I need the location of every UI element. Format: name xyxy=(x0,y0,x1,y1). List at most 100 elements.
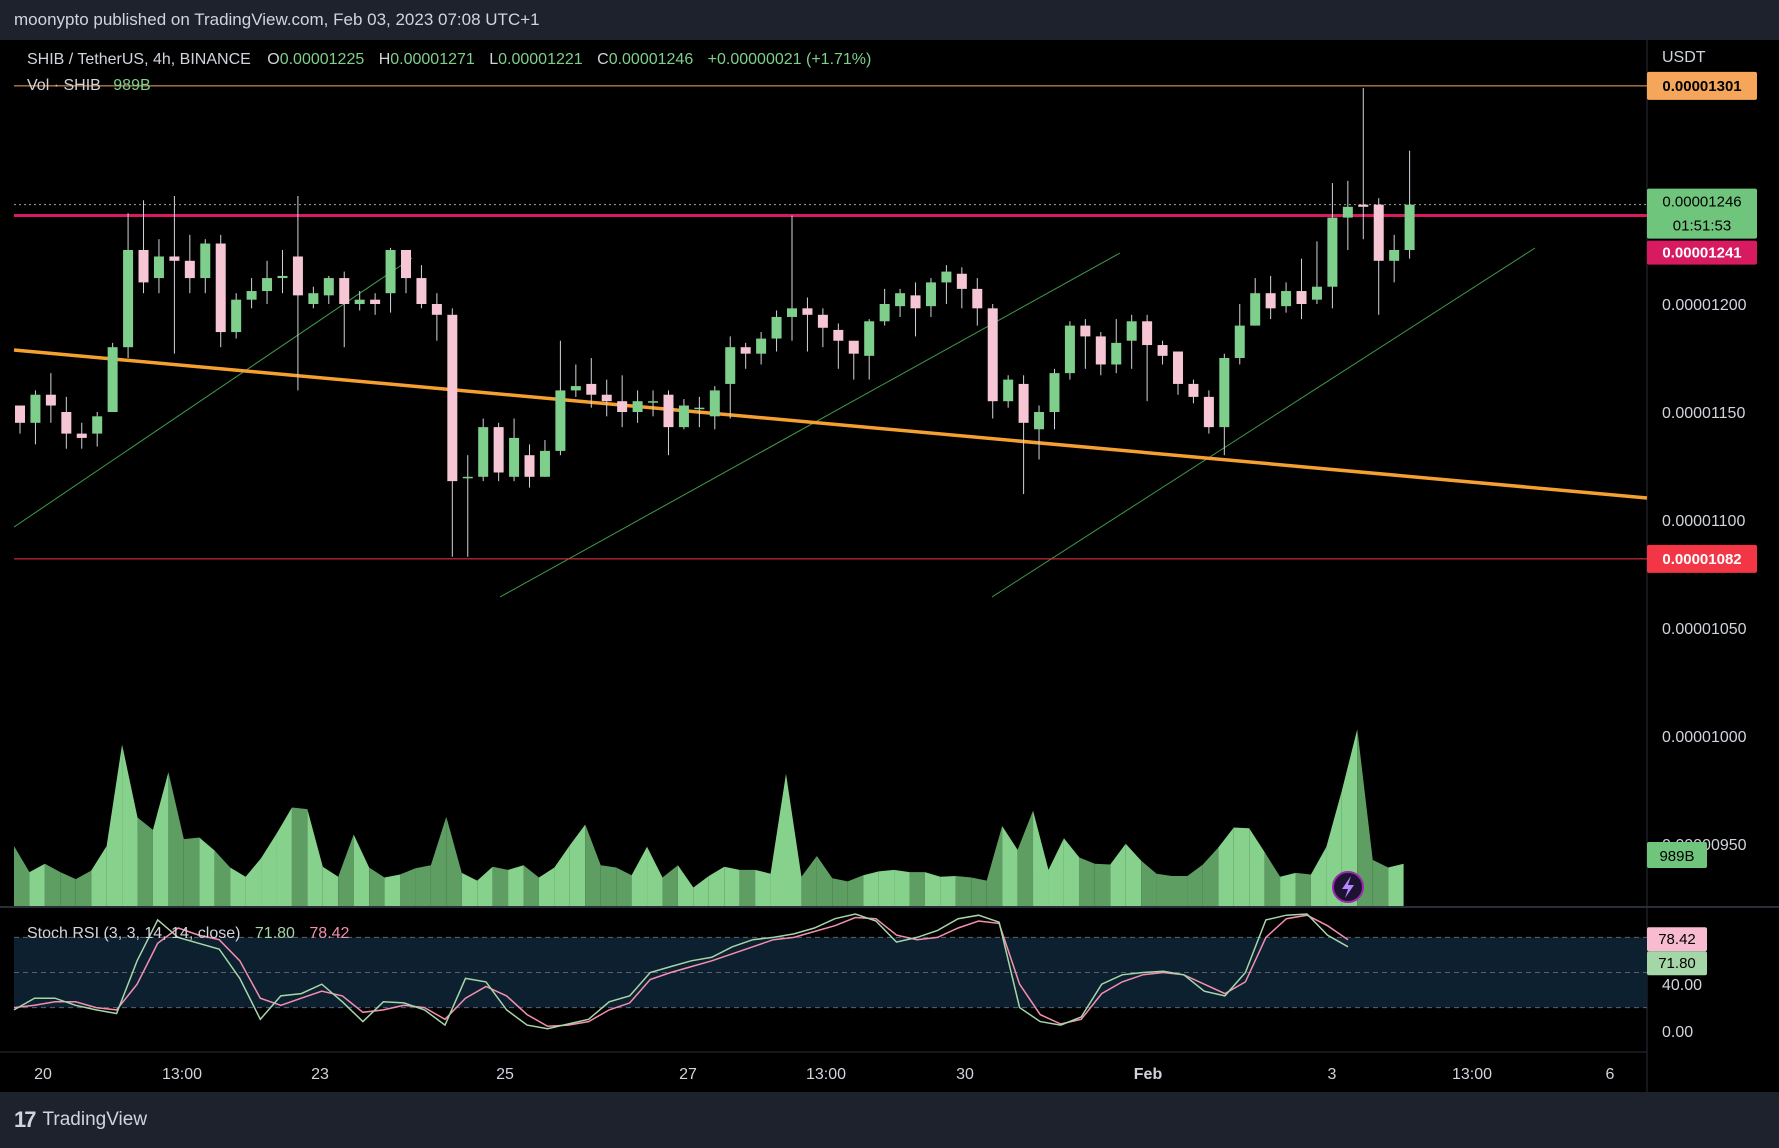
candle[interactable] xyxy=(725,336,736,419)
candle[interactable] xyxy=(1064,321,1075,380)
candle[interactable] xyxy=(1003,375,1014,408)
candle[interactable] xyxy=(231,293,242,339)
candle[interactable] xyxy=(1188,379,1199,404)
candle[interactable] xyxy=(586,358,597,408)
candle[interactable] xyxy=(1404,150,1415,259)
candle[interactable] xyxy=(1157,340,1168,365)
candle[interactable] xyxy=(107,342,118,412)
candle[interactable] xyxy=(1296,258,1307,320)
candle[interactable] xyxy=(61,396,72,449)
candle[interactable] xyxy=(509,418,520,482)
candle[interactable] xyxy=(987,304,998,419)
candle[interactable] xyxy=(215,234,226,348)
candle[interactable] xyxy=(1080,319,1091,369)
candle[interactable] xyxy=(1358,88,1369,240)
descending-trendline[interactable] xyxy=(13,348,1648,500)
candle[interactable] xyxy=(740,342,751,369)
candle[interactable] xyxy=(1342,180,1353,250)
candle[interactable] xyxy=(864,319,875,380)
candle[interactable] xyxy=(787,215,797,341)
volume-segment xyxy=(369,867,385,906)
candle[interactable] xyxy=(756,332,767,365)
candle[interactable] xyxy=(848,340,859,380)
candle[interactable] xyxy=(771,310,782,352)
candle[interactable] xyxy=(323,275,334,304)
chart-canvas[interactable]: SHIB / TetherUS, 4h, BINANCE O0.00001225… xyxy=(0,40,1779,1092)
candle[interactable] xyxy=(1034,405,1045,460)
candle[interactable] xyxy=(694,396,705,428)
candle[interactable] xyxy=(802,297,813,352)
candle[interactable] xyxy=(663,390,674,456)
candle[interactable] xyxy=(709,386,720,430)
candle[interactable] xyxy=(1018,375,1029,495)
candle[interactable] xyxy=(833,323,844,369)
candle[interactable] xyxy=(370,293,381,315)
candle[interactable] xyxy=(1389,234,1400,283)
candle[interactable] xyxy=(1095,332,1106,376)
candle[interactable] xyxy=(292,196,303,391)
candle[interactable] xyxy=(910,282,921,337)
candle[interactable] xyxy=(493,422,504,482)
candle[interactable] xyxy=(941,265,952,304)
candle[interactable] xyxy=(617,375,628,428)
candle[interactable] xyxy=(200,239,211,294)
candle[interactable] xyxy=(447,308,458,557)
candle[interactable] xyxy=(1219,353,1230,456)
candle[interactable] xyxy=(277,250,288,294)
candle[interactable] xyxy=(601,379,612,417)
candle[interactable] xyxy=(354,291,365,311)
candle[interactable] xyxy=(262,260,273,304)
candle[interactable] xyxy=(972,278,983,326)
candle[interactable] xyxy=(308,286,319,309)
candle[interactable] xyxy=(570,364,581,397)
candle[interactable] xyxy=(879,288,890,326)
candle[interactable] xyxy=(462,455,473,557)
candle[interactable] xyxy=(678,399,689,430)
candle[interactable] xyxy=(1311,241,1322,304)
candle[interactable] xyxy=(92,412,103,447)
candle[interactable] xyxy=(431,293,442,341)
candle[interactable] xyxy=(1250,278,1261,326)
candle[interactable] xyxy=(648,390,659,417)
candle[interactable] xyxy=(76,422,87,449)
candle[interactable] xyxy=(15,405,25,434)
candle[interactable] xyxy=(169,196,180,354)
candle[interactable] xyxy=(1373,198,1384,315)
tradingview-logo[interactable]: 17 TradingView xyxy=(14,1107,147,1133)
candle[interactable] xyxy=(817,308,828,348)
candle[interactable] xyxy=(246,278,257,309)
candle[interactable] xyxy=(401,250,411,294)
candle[interactable] xyxy=(1234,304,1245,365)
candle[interactable] xyxy=(1142,314,1153,402)
candle[interactable] xyxy=(339,271,350,348)
candle[interactable] xyxy=(895,288,906,317)
volume-segment xyxy=(554,845,570,906)
candle[interactable] xyxy=(138,200,149,294)
candle[interactable] xyxy=(524,444,535,488)
candle[interactable] xyxy=(45,373,56,423)
candle[interactable] xyxy=(478,418,489,482)
candle[interactable] xyxy=(555,340,566,456)
candle[interactable] xyxy=(123,213,134,358)
volume-segment xyxy=(816,856,833,906)
candle[interactable] xyxy=(1049,368,1060,430)
candle[interactable] xyxy=(1327,183,1338,309)
candle[interactable] xyxy=(956,267,967,309)
candle[interactable] xyxy=(1173,351,1183,395)
lightning-icon[interactable] xyxy=(1332,871,1364,903)
candle[interactable] xyxy=(925,278,936,317)
candle-body-down xyxy=(524,455,535,477)
candle[interactable] xyxy=(416,265,427,309)
candle[interactable] xyxy=(1203,390,1214,434)
candle[interactable] xyxy=(539,440,550,477)
candle[interactable] xyxy=(385,247,396,313)
candle[interactable] xyxy=(30,390,41,445)
candle[interactable] xyxy=(632,390,643,423)
candle[interactable] xyxy=(1126,314,1137,369)
candle[interactable] xyxy=(153,239,164,294)
candle[interactable] xyxy=(1281,282,1292,313)
volume-segment xyxy=(708,866,725,906)
candle[interactable] xyxy=(184,234,195,294)
candle[interactable] xyxy=(1265,275,1276,320)
candle[interactable] xyxy=(1111,319,1122,374)
